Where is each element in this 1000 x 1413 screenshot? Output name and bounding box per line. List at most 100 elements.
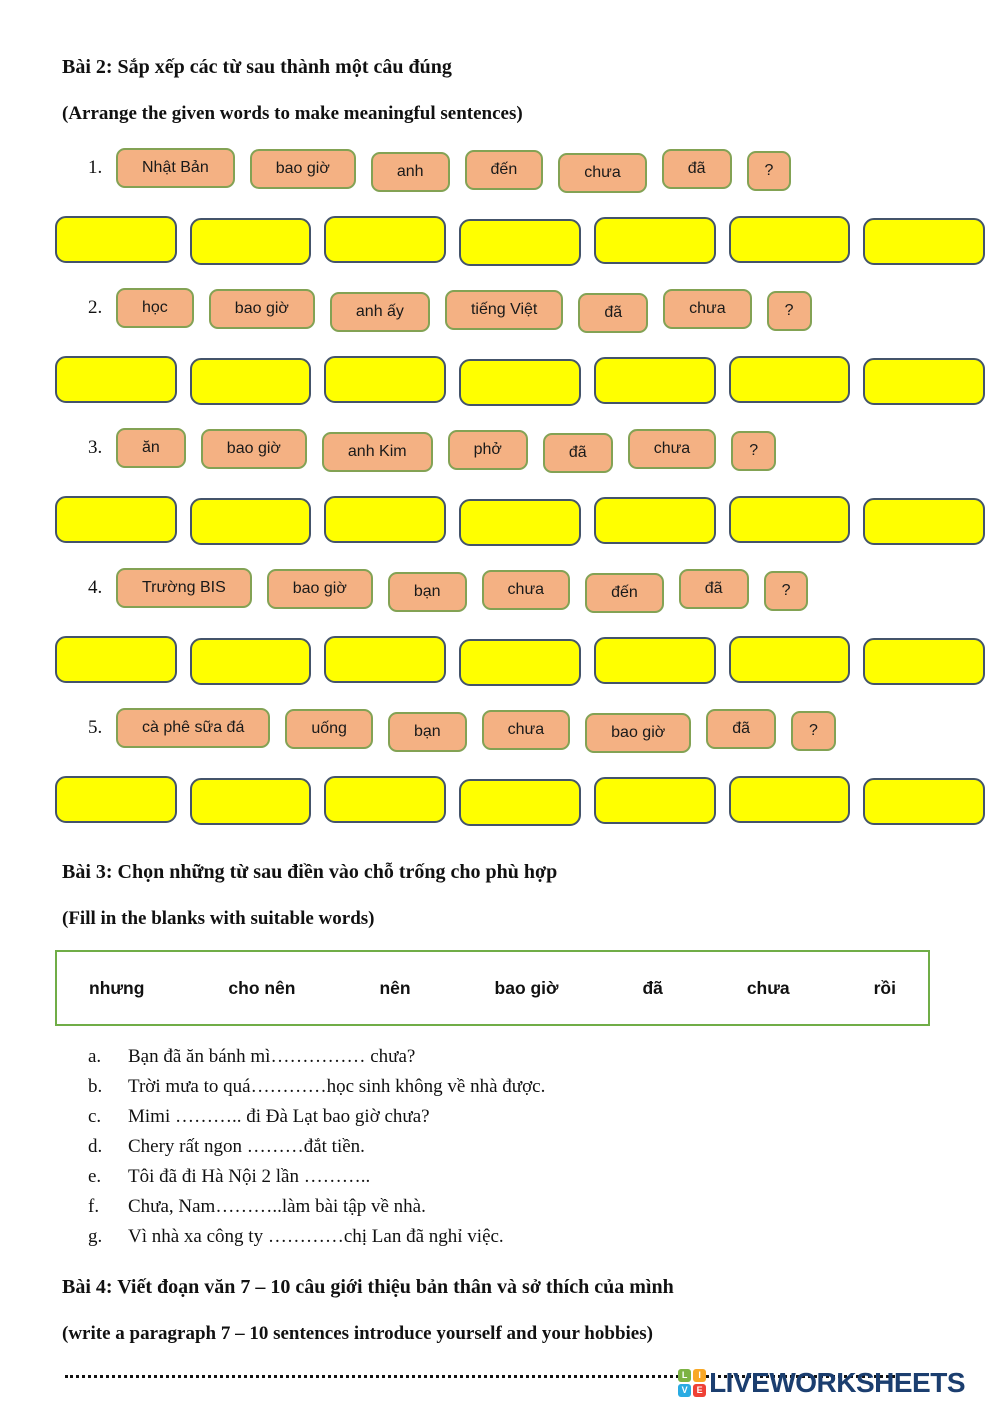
word-tile[interactable]: bao giờ <box>249 149 356 189</box>
answer-slot[interactable] <box>863 218 986 265</box>
exercise-3-section: Bài 3: Chọn những từ sau điền vào chỗ tr… <box>0 861 1000 1252</box>
answer-slot[interactable] <box>863 778 986 825</box>
word-tile[interactable]: bạn <box>387 572 467 612</box>
answer-slot[interactable] <box>728 356 851 403</box>
word-tile[interactable]: chưa <box>627 429 717 469</box>
answer-slot[interactable] <box>324 776 447 823</box>
answer-slot[interactable] <box>728 636 851 683</box>
answer-slot[interactable] <box>324 496 447 543</box>
word-tile[interactable]: uống <box>285 709 373 749</box>
item-text: Chery rất ngon ………đắt tiền. <box>128 1136 365 1157</box>
word-tile[interactable]: Trường BIS <box>116 568 252 608</box>
word-tile[interactable]: tiếng Việt <box>444 290 564 330</box>
word-tile[interactable]: bao giờ <box>200 429 307 469</box>
answer-slot[interactable] <box>459 779 581 826</box>
word-tiles: Nhật Bản bao giờ anh đến chưa đã? <box>116 148 792 193</box>
question-row: 3. ăn bao giờ anh Kim phở đã chưa? <box>88 425 1000 473</box>
word-tile[interactable]: chưa <box>481 570 571 610</box>
answer-slot[interactable] <box>459 359 581 406</box>
answer-slot[interactable] <box>189 358 312 405</box>
answer-slot[interactable] <box>55 496 177 543</box>
answer-slot[interactable] <box>593 777 716 824</box>
word-tile[interactable]: phở <box>447 430 528 470</box>
word-tiles: Trường BIS bao giờ bạn chưa đến đã? <box>116 568 809 613</box>
answer-slot[interactable] <box>593 637 716 684</box>
answer-slot[interactable] <box>459 499 581 546</box>
item-letter: d. <box>88 1136 103 1157</box>
paragraph-answer-line[interactable] <box>65 1375 895 1378</box>
answer-slot[interactable] <box>593 357 716 404</box>
word-tile[interactable]: đã <box>661 149 732 189</box>
question-number: 5. <box>88 717 103 738</box>
item-text: Mimi ……….. đi Đà Lạt bao giờ chưa? <box>128 1106 430 1127</box>
answer-slot[interactable] <box>55 216 177 263</box>
answer-slot[interactable] <box>728 776 851 823</box>
fill-in-item: e. Tôi đã đi Hà Nội 2 lần ……….. <box>88 1162 1000 1192</box>
word-tile[interactable]: ? <box>746 151 792 191</box>
word-tile[interactable]: bao giờ <box>585 713 692 753</box>
word-tile[interactable]: chưa <box>663 289 752 329</box>
answer-slot[interactable] <box>189 778 312 825</box>
answer-slot[interactable] <box>55 776 177 823</box>
word-tile[interactable]: bạn <box>387 712 467 752</box>
word-bank-word: đã <box>642 977 663 998</box>
word-tile[interactable]: học <box>116 288 194 328</box>
answer-slot[interactable] <box>728 216 851 263</box>
answer-slot[interactable] <box>863 638 986 685</box>
word-tile[interactable]: đã <box>542 433 613 473</box>
fill-in-item: a. Bạn đã ăn bánh mì…………… chưa? <box>88 1042 1000 1072</box>
answer-slot-row <box>55 636 986 686</box>
word-tiles: ăn bao giờ anh Kim phở đã chưa? <box>116 428 777 473</box>
question-row: 2. học bao giờ anh ấy tiếng Việt đã chưa? <box>88 285 1000 333</box>
answer-slot[interactable] <box>189 638 312 685</box>
word-tile[interactable]: ? <box>766 291 812 331</box>
word-tile[interactable]: chưa <box>481 710 571 750</box>
answer-slot[interactable] <box>593 497 716 544</box>
word-tile[interactable]: cà phê sữa đá <box>116 708 271 748</box>
word-tile[interactable]: ? <box>791 711 836 751</box>
word-tile[interactable]: đã <box>678 569 749 609</box>
question-row: 5. cà phê sữa đá uống bạn chưa bao giờ đã? <box>88 705 1000 753</box>
item-letter: g. <box>88 1226 103 1247</box>
answer-slot-row <box>55 216 986 266</box>
answer-slot-row <box>55 776 986 826</box>
word-tile[interactable]: Nhật Bản <box>116 148 235 188</box>
word-tile[interactable]: ? <box>763 571 809 611</box>
word-tile[interactable]: chưa <box>558 153 647 193</box>
word-tile[interactable]: đã <box>578 293 649 333</box>
answer-slot[interactable] <box>324 216 447 263</box>
answer-slot[interactable] <box>189 498 312 545</box>
answer-slot[interactable] <box>863 358 986 405</box>
item-letter: f. <box>88 1196 100 1217</box>
logo-letter-e: E <box>693 1384 707 1397</box>
answer-slot[interactable] <box>728 496 851 543</box>
exercise-2-subtitle: (Arrange the given words to make meaning… <box>62 103 523 124</box>
word-tile[interactable]: ăn <box>116 428 186 468</box>
item-text: Trời mưa to quá…………học sinh không về nhà… <box>128 1076 546 1097</box>
answer-slot[interactable] <box>55 356 177 403</box>
word-bank-word: chưa <box>746 977 790 998</box>
answer-slot[interactable] <box>459 639 581 686</box>
word-tile[interactable]: anh Kim <box>321 432 433 472</box>
answer-slot[interactable] <box>593 217 716 264</box>
word-tile[interactable]: bao giờ <box>266 569 373 609</box>
word-tile[interactable]: ? <box>731 431 777 471</box>
word-tile[interactable]: bao giờ <box>208 289 315 329</box>
answer-slot[interactable] <box>55 636 177 683</box>
question-row: 4. Trường BIS bao giờ bạn chưa đến đã? <box>88 565 1000 613</box>
word-tile[interactable]: anh <box>370 152 450 192</box>
answer-slot[interactable] <box>863 498 986 545</box>
answer-slot[interactable] <box>459 219 581 266</box>
answer-slot[interactable] <box>189 218 312 265</box>
answer-slot[interactable] <box>324 356 447 403</box>
word-tile[interactable]: đến <box>464 150 544 190</box>
question-row: 1. Nhật Bản bao giờ anh đến chưa đã? <box>88 145 1000 193</box>
answer-slot[interactable] <box>324 636 447 683</box>
item-letter: b. <box>88 1076 103 1097</box>
word-tile[interactable]: đã <box>706 709 777 749</box>
word-tile[interactable]: anh ấy <box>329 292 430 332</box>
word-tile[interactable]: đến <box>585 573 664 613</box>
exercise-2-title: Bài 2: Sắp xếp các từ sau thành một câu … <box>62 56 452 78</box>
